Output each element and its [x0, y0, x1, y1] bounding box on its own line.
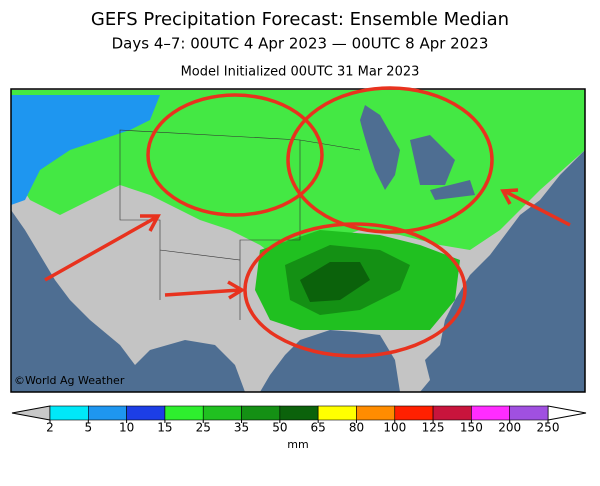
tick-label: 80 [349, 421, 364, 435]
color-swatch [279, 405, 319, 421]
tick-label: 10 [119, 421, 134, 435]
subtitle: Days 4–7: 00UTC 4 Apr 2023 — 00UTC 8 Apr… [112, 35, 489, 53]
tick-label: 50 [272, 421, 287, 435]
borders [119, 129, 361, 320]
tick-label: 100 [383, 421, 406, 435]
tick-label: 2 [46, 421, 54, 435]
tick-label: 65 [311, 421, 326, 435]
tick-label: 15 [157, 421, 172, 435]
arrow [44, 214, 161, 282]
color-swatch [509, 405, 549, 421]
highlights [44, 86, 571, 358]
circle [286, 86, 494, 234]
tick-label: 150 [460, 421, 483, 435]
color-swatch [88, 405, 127, 421]
tick-label: 25 [196, 421, 211, 435]
map-frame [10, 88, 586, 393]
color-swatch [471, 405, 510, 421]
precip-max [300, 262, 370, 302]
color-swatch [241, 405, 281, 421]
colorbar: 2 5 10 15 25 35 50 65 80 100 125 150 200 250 [11, 405, 587, 435]
color-swatch [432, 405, 472, 421]
tick-label: 200 [498, 421, 521, 435]
under-triangle [11, 405, 51, 421]
tick-label: 35 [234, 421, 249, 435]
tick-label: 250 [537, 421, 560, 435]
title: GEFS Precipitation Forecast: Ensemble Me… [91, 9, 509, 30]
tick-label: 125 [422, 421, 445, 435]
over-triangle [547, 405, 587, 421]
tick-label: 5 [84, 421, 92, 435]
arrow [164, 280, 246, 300]
precip-west [11, 95, 160, 205]
color-swatch [164, 405, 204, 421]
color-swatch [356, 405, 396, 421]
great-lakes [360, 105, 475, 200]
credit: ©World Ag Weather [14, 374, 125, 387]
color-swatch [126, 405, 166, 421]
color-swatch [49, 405, 89, 421]
color-swatch [202, 405, 242, 421]
unit: mm [287, 438, 308, 451]
init-time: Model Initialized 00UTC 31 Mar 2023 [181, 65, 420, 80]
color-swatch [394, 405, 434, 421]
color-swatch [317, 405, 357, 421]
circle [146, 93, 324, 217]
arrow [500, 188, 571, 227]
map: ©World Ag Weather [10, 86, 586, 393]
